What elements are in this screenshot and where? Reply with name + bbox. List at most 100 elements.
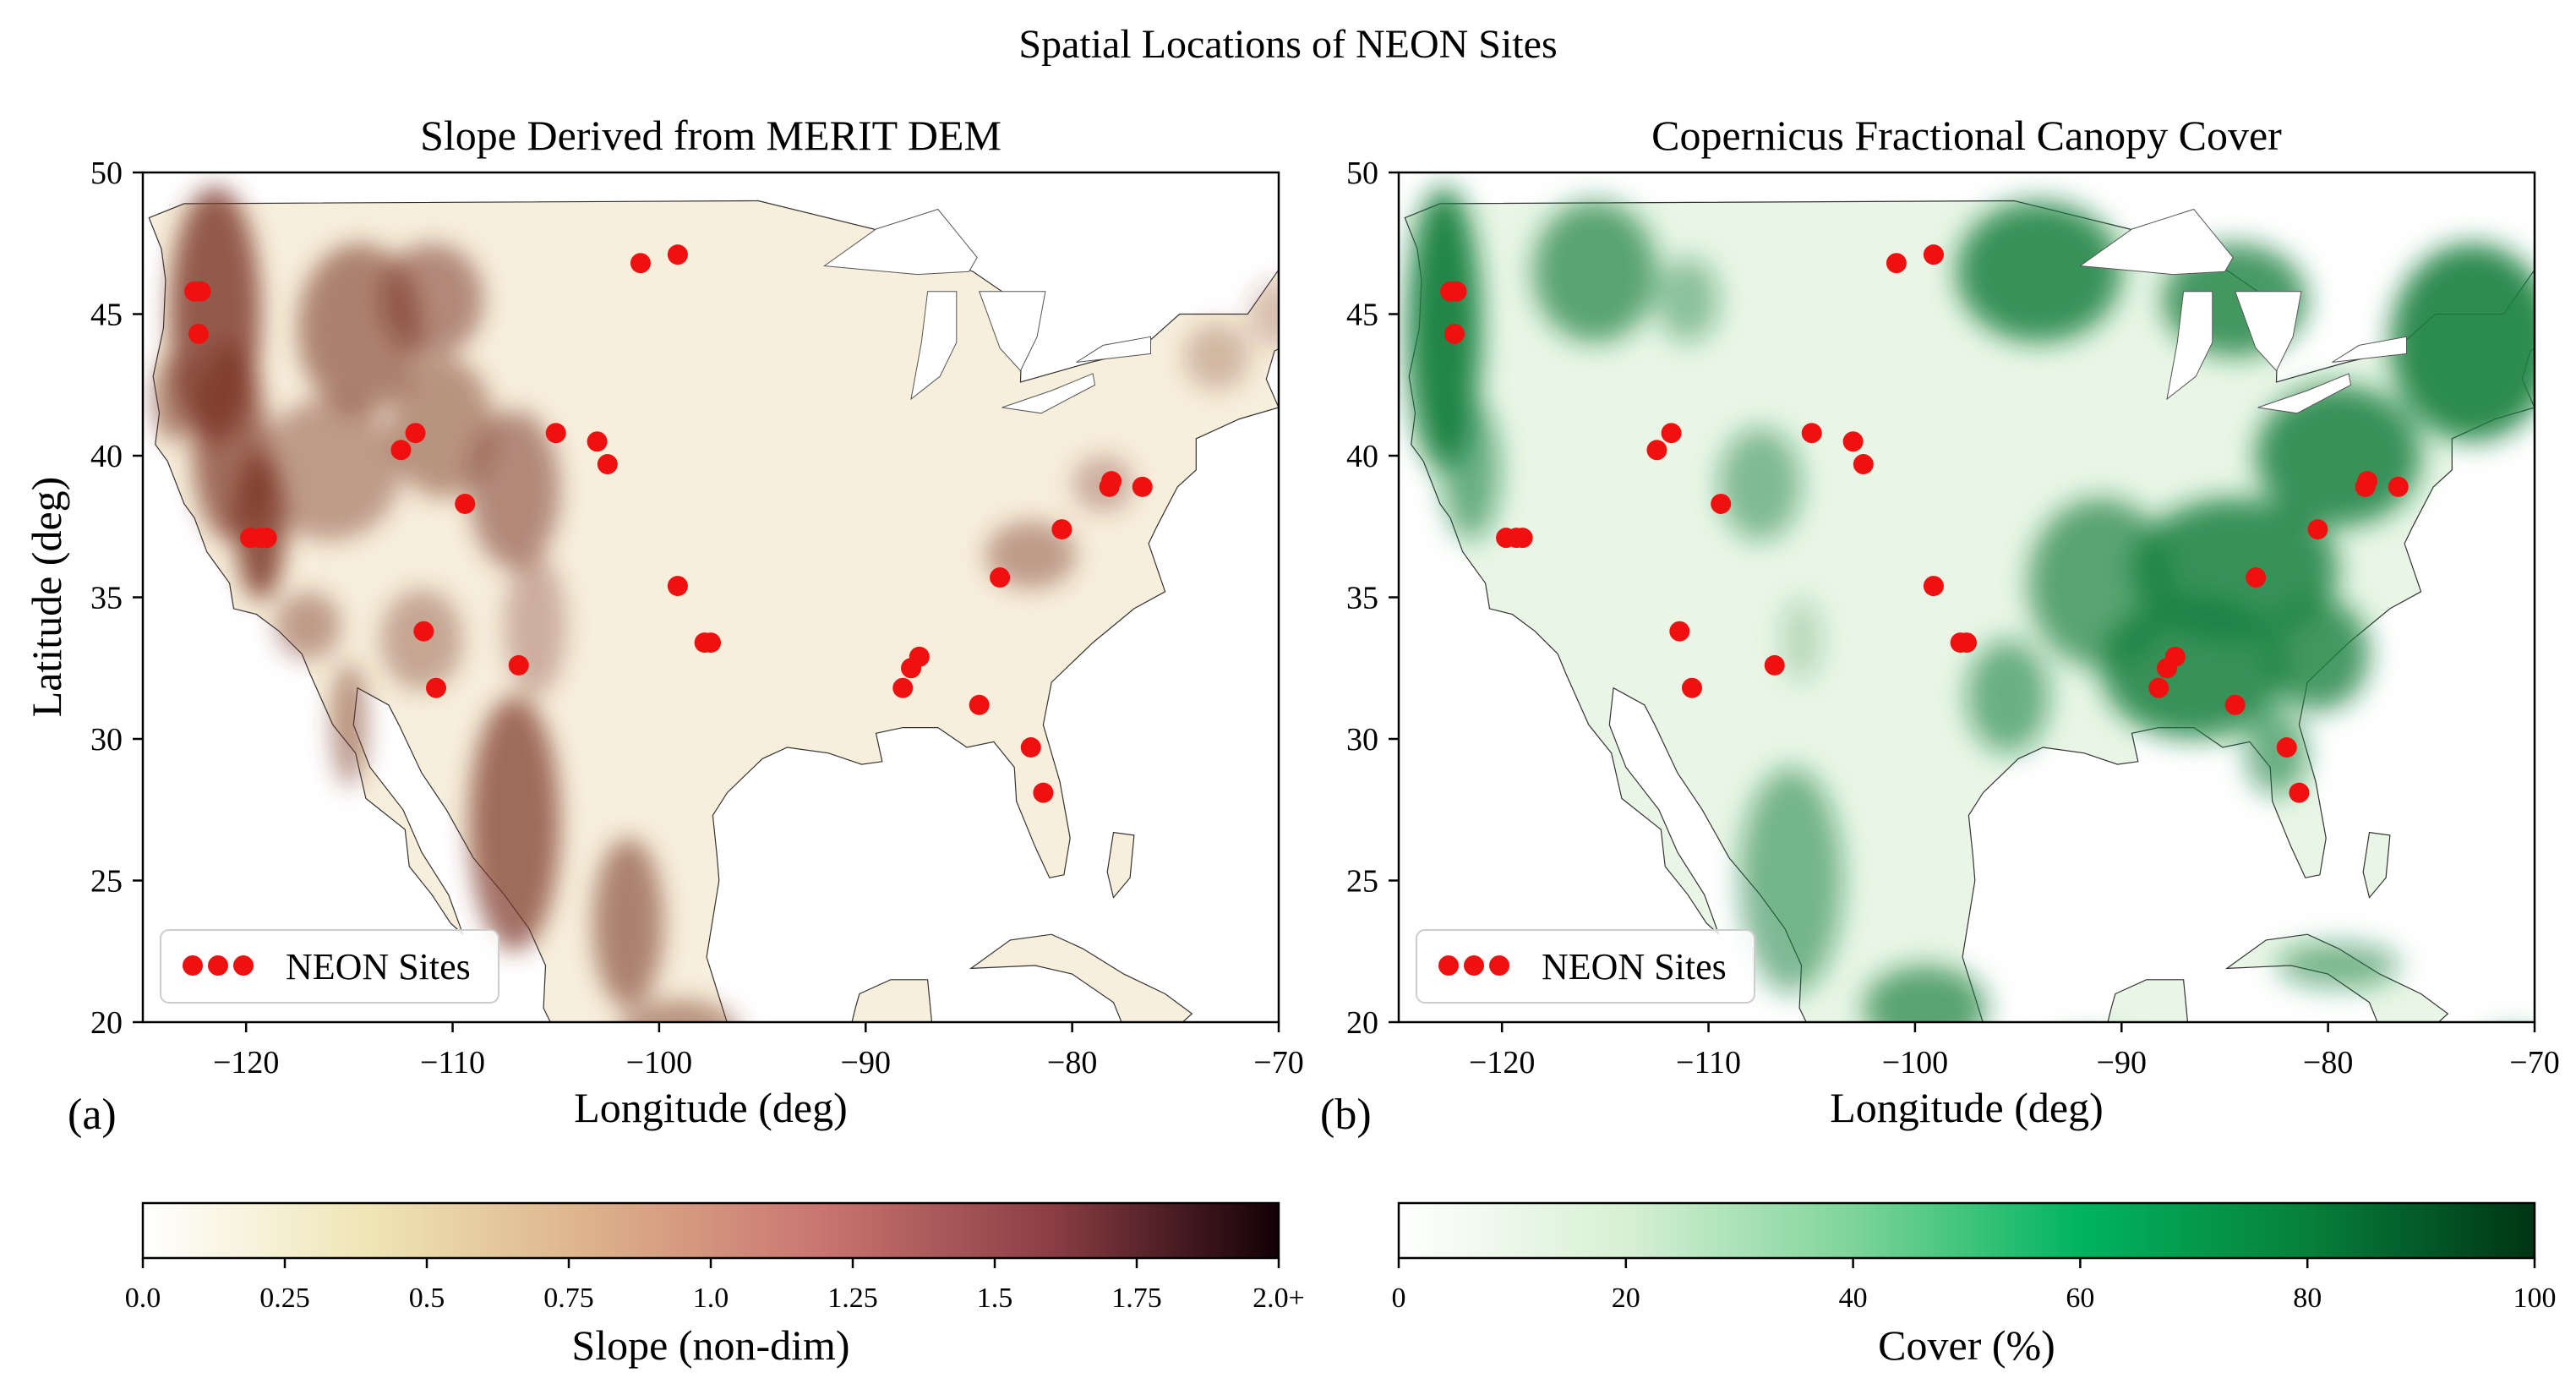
panel-b-colorbar-ticks: 0 20 40 60 80 100 — [1392, 1258, 2557, 1314]
lake-huron — [978, 291, 1046, 372]
panel-a-colorbar: 0.0 0.25 0.5 0.75 1.0 1.25 1.5 1.75 2.0+ Slope (… — [125, 1201, 1305, 1369]
colorbar-tick-label: 0.5 — [409, 1283, 445, 1314]
neon-site-marker — [2148, 677, 2169, 698]
panel-a-title: Slope Derived from MERIT DEM — [420, 112, 1001, 159]
x-tick-label: −110 — [420, 1045, 485, 1080]
x-tick-label: −110 — [1676, 1045, 1741, 1080]
x-tick-label: −100 — [626, 1045, 692, 1080]
neon-site-marker — [892, 677, 914, 698]
colorbar-tick-label: 0.0 — [125, 1283, 161, 1314]
neon-site-marker — [2388, 476, 2409, 497]
landmass — [1106, 831, 1135, 899]
panel-a-colorbar-gradient — [141, 1201, 1280, 1260]
panel-a-ylabel: Latitude (deg) — [23, 477, 70, 718]
legend-marker — [1464, 955, 1484, 976]
neon-site-marker — [969, 694, 990, 715]
panel-b-colorbar-gradient — [1397, 1201, 2536, 1260]
panel-b-label: (b) — [1320, 1091, 1372, 1139]
neon-site-marker — [2357, 471, 2378, 492]
neon-site-marker — [545, 423, 566, 444]
neon-site-marker — [413, 621, 434, 642]
colorbar-tick-label: 40 — [1839, 1283, 1868, 1314]
neon-site-marker — [1646, 440, 1667, 461]
canopy-map-canvas — [1404, 186, 2535, 1085]
panel-a-legend-box — [160, 929, 499, 1004]
x-tick-label: −100 — [1882, 1045, 1948, 1080]
site-markers-panel-a — [184, 244, 1153, 803]
y-tick-label: 35 — [90, 581, 123, 616]
panel-a-colorbar-label: Slope (non-dim) — [571, 1321, 849, 1369]
panel-b-colorbar: 0 20 40 60 80 100 Cover (%) — [1392, 1201, 2557, 1369]
panel-b-legend-box — [1416, 929, 1755, 1004]
y-tick-label: 30 — [90, 722, 123, 758]
neon-site-marker — [508, 654, 529, 676]
neon-site-marker — [425, 677, 446, 698]
neon-site-marker — [667, 576, 688, 597]
panel-a-colorbar-ticks: 0.0 0.25 0.5 0.75 1.0 1.25 1.5 1.75 2.0+ — [125, 1258, 1305, 1314]
neon-site-marker — [1444, 323, 1465, 344]
neon-site-marker — [1661, 423, 1682, 444]
lake-michigan — [910, 291, 958, 401]
neon-site-marker — [190, 281, 211, 302]
neon-site-marker — [1051, 519, 1072, 540]
panel-a-legend-label: NEON Sites — [286, 946, 471, 987]
forest-texture — [1406, 186, 2535, 1022]
panel-a-legend: NEON Sites — [160, 929, 499, 1004]
y-tick-label: 35 — [1346, 581, 1378, 616]
landmass — [969, 933, 1193, 1022]
x-tick-label: −120 — [1469, 1045, 1535, 1080]
neon-site-marker — [2246, 567, 2267, 588]
landmass — [2362, 831, 2391, 899]
lake-superior — [823, 208, 978, 276]
neon-site-marker — [1033, 782, 1054, 803]
panel-b-canopy-map: Copernicus Fractional Canopy Cover −120−… — [1320, 112, 2560, 1369]
legend-marker — [233, 955, 254, 976]
neon-site-marker — [1669, 621, 1690, 642]
neon-site-marker — [455, 493, 476, 514]
colorbar-tick-label: 1.5 — [977, 1283, 1013, 1314]
y-tick-label: 25 — [90, 864, 123, 900]
y-tick-label: 20 — [90, 1005, 123, 1041]
x-tick-label: −70 — [1253, 1045, 1303, 1080]
x-tick-label: −70 — [2509, 1045, 2559, 1080]
neon-site-marker — [2164, 646, 2186, 667]
landmass — [2363, 1068, 2406, 1085]
neon-site-marker — [1711, 493, 1732, 514]
neon-site-marker — [1020, 737, 1041, 758]
y-tick-label: 40 — [1346, 439, 1378, 474]
neon-site-marker — [2289, 782, 2310, 803]
neon-site-marker — [1101, 471, 1122, 492]
panel-a-slope-map: Slope Derived from MERIT DEM −120 −110 −10… — [23, 112, 1305, 1369]
lake-ontario — [1076, 336, 1151, 363]
neon-site-marker — [390, 440, 412, 461]
colorbar-tick-label: 0.75 — [543, 1283, 594, 1314]
neon-site-marker — [630, 253, 651, 274]
y-tick-label: 50 — [90, 156, 123, 191]
neon-site-marker — [188, 323, 209, 344]
legend-marker — [1438, 955, 1459, 976]
y-tick-label: 30 — [1346, 722, 1378, 758]
neon-site-marker — [587, 431, 608, 452]
neon-site-marker — [1853, 454, 1874, 475]
y-tick-label: 25 — [1346, 864, 1378, 900]
colorbar-tick-label: 1.0 — [693, 1283, 729, 1314]
lake-erie — [1001, 373, 1096, 414]
neon-site-marker — [1512, 528, 1533, 549]
colorbar-tick-label: 0 — [1392, 1283, 1406, 1314]
landmass — [1107, 1068, 1150, 1085]
y-tick-label: 45 — [1346, 298, 1378, 333]
neon-site-marker — [1957, 632, 1977, 654]
neon-site-marker — [909, 646, 930, 667]
neon-site-marker — [1764, 654, 1785, 676]
colorbar-tick-label: 1.25 — [827, 1283, 878, 1314]
panel-b-xlabel: Longitude (deg) — [1830, 1084, 2104, 1131]
neon-site-marker — [667, 244, 688, 265]
neon-site-marker — [1886, 253, 1907, 274]
neon-site-marker — [1132, 476, 1153, 497]
neon-site-marker — [701, 632, 721, 654]
colorbar-tick-label: 1.75 — [1111, 1283, 1162, 1314]
panel-a-xlabel: Longitude (deg) — [574, 1084, 848, 1131]
colorbar-tick-label: 60 — [2066, 1283, 2094, 1314]
neon-site-marker — [256, 528, 277, 549]
